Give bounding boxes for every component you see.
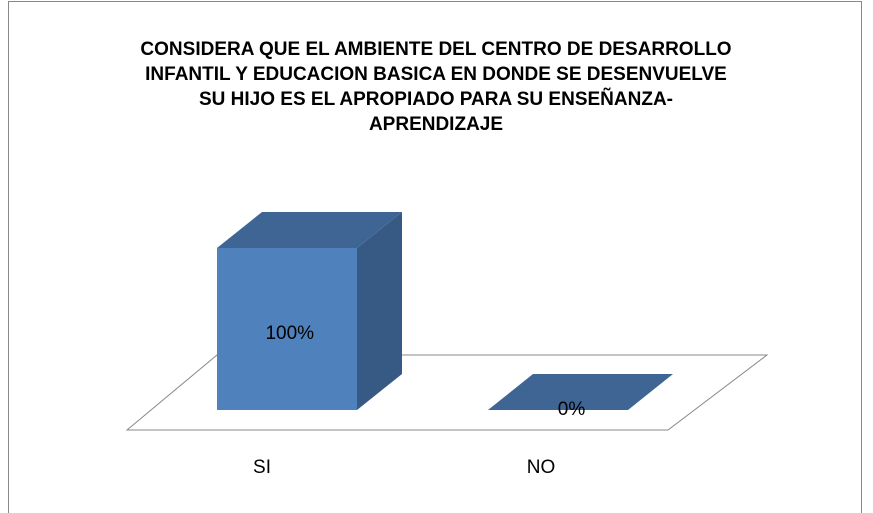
chart-title: CONSIDERA QUE EL AMBIENTE DEL CENTRO DE … <box>140 39 731 60</box>
bar-top <box>488 374 673 410</box>
chart-title: APRENDIZAJE <box>369 114 503 135</box>
bar-side <box>357 212 402 410</box>
bar <box>488 374 673 410</box>
chart-title: SU HIJO ES EL APROPIADO PARA SU ENSEÑANZ… <box>199 88 673 110</box>
x-tick-label: NO <box>527 457 556 478</box>
bar-front <box>217 248 357 410</box>
x-tick-label: SI <box>253 457 271 478</box>
bar-top <box>217 212 402 248</box>
bar <box>217 212 402 410</box>
value-label: 0% <box>558 399 586 420</box>
value-label: 100% <box>265 323 314 344</box>
chart-title: INFANTIL Y EDUCACION BASICA EN DONDE SE … <box>145 64 727 85</box>
